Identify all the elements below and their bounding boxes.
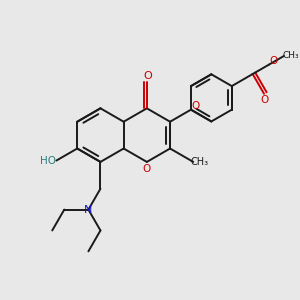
Text: O: O <box>270 56 278 66</box>
Text: O: O <box>260 95 268 105</box>
Text: O: O <box>192 101 200 111</box>
Text: O: O <box>143 164 151 174</box>
Text: CH₃: CH₃ <box>190 157 208 167</box>
Text: O: O <box>143 70 152 81</box>
Text: N: N <box>84 205 93 214</box>
Text: CH₃: CH₃ <box>283 51 299 60</box>
Text: HO: HO <box>40 156 56 166</box>
